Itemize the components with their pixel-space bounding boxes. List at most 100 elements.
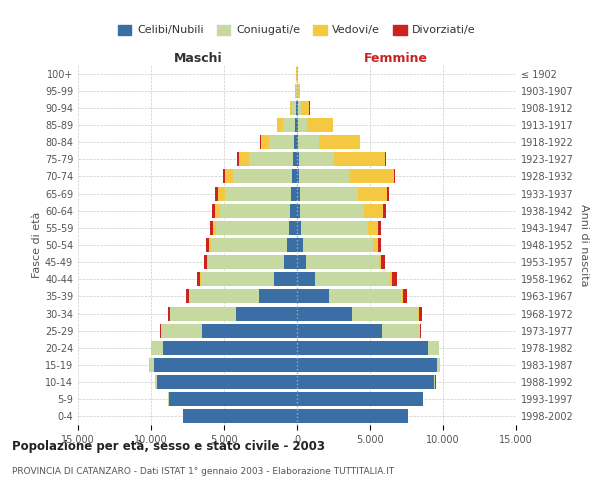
Bar — [210, 221, 213, 235]
Bar — [204, 255, 207, 269]
Bar — [379, 255, 381, 269]
Bar — [379, 221, 382, 235]
Bar — [385, 152, 386, 166]
Bar — [239, 152, 249, 166]
Text: Femmine: Femmine — [364, 52, 428, 65]
Bar — [168, 392, 169, 406]
Bar — [297, 118, 298, 132]
Bar — [378, 238, 382, 252]
Bar — [383, 204, 386, 218]
Bar — [290, 204, 297, 218]
Bar — [295, 118, 297, 132]
Bar — [287, 238, 297, 252]
Bar — [297, 341, 428, 355]
Bar — [160, 324, 161, 338]
Bar — [298, 118, 307, 132]
Bar — [283, 118, 295, 132]
Bar — [420, 324, 421, 338]
Bar — [218, 186, 225, 200]
Bar — [149, 358, 154, 372]
Bar — [206, 238, 209, 252]
Bar — [151, 341, 163, 355]
Bar — [297, 324, 382, 338]
Bar — [297, 392, 422, 406]
Bar — [298, 135, 319, 149]
Bar — [161, 324, 202, 338]
Text: Popolazione per età, sesso e stato civile - 2003: Popolazione per età, sesso e stato civil… — [12, 440, 325, 453]
Y-axis label: Anni di nascita: Anni di nascita — [579, 204, 589, 286]
Bar — [350, 170, 394, 183]
Bar — [236, 306, 297, 320]
Bar — [319, 135, 360, 149]
Bar — [297, 410, 408, 424]
Bar — [157, 375, 297, 389]
Bar — [259, 290, 297, 304]
Bar — [215, 186, 218, 200]
Bar — [269, 135, 294, 149]
Bar — [211, 238, 287, 252]
Bar — [292, 170, 297, 183]
Bar — [200, 272, 274, 286]
Bar — [297, 375, 434, 389]
Bar — [352, 306, 418, 320]
Bar — [154, 358, 297, 372]
Bar — [297, 135, 298, 149]
Bar — [382, 324, 419, 338]
Bar — [197, 272, 200, 286]
Bar — [297, 255, 306, 269]
Bar — [225, 170, 233, 183]
Bar — [314, 272, 391, 286]
Bar — [202, 324, 297, 338]
Bar — [284, 255, 297, 269]
Bar — [260, 135, 269, 149]
Bar — [292, 101, 296, 115]
Bar — [368, 221, 379, 235]
Bar — [274, 272, 297, 286]
Bar — [183, 410, 297, 424]
Bar — [233, 170, 292, 183]
Bar — [207, 255, 208, 269]
Bar — [294, 135, 297, 149]
Bar — [329, 290, 402, 304]
Bar — [394, 170, 395, 183]
Bar — [289, 221, 297, 235]
Text: Maschi: Maschi — [174, 52, 223, 65]
Bar — [170, 306, 236, 320]
Bar — [223, 170, 225, 183]
Legend: Celibi/Nubili, Coniugati/e, Vedovi/e, Divorziati/e: Celibi/Nubili, Coniugati/e, Vedovi/e, Di… — [114, 20, 480, 40]
Bar — [155, 375, 157, 389]
Bar — [297, 170, 299, 183]
Bar — [225, 186, 291, 200]
Bar — [249, 152, 293, 166]
Bar — [220, 204, 290, 218]
Bar — [215, 204, 220, 218]
Bar — [387, 186, 389, 200]
Bar — [297, 238, 302, 252]
Y-axis label: Fasce di età: Fasce di età — [32, 212, 42, 278]
Bar — [302, 238, 373, 252]
Bar — [298, 84, 300, 98]
Bar — [297, 84, 298, 98]
Bar — [291, 186, 297, 200]
Bar — [297, 306, 352, 320]
Bar — [238, 152, 239, 166]
Bar — [212, 204, 215, 218]
Bar — [297, 186, 299, 200]
Bar — [358, 186, 387, 200]
Bar — [297, 204, 300, 218]
Bar — [334, 152, 385, 166]
Bar — [403, 290, 407, 304]
Bar — [373, 238, 378, 252]
Bar — [189, 290, 259, 304]
Bar — [300, 204, 364, 218]
Bar — [437, 358, 440, 372]
Bar — [277, 118, 283, 132]
Bar — [301, 221, 368, 235]
Bar — [169, 306, 170, 320]
Bar — [297, 358, 437, 372]
Bar — [298, 101, 301, 115]
Bar — [299, 170, 350, 183]
Bar — [299, 152, 334, 166]
Bar — [419, 306, 422, 320]
Bar — [296, 101, 297, 115]
